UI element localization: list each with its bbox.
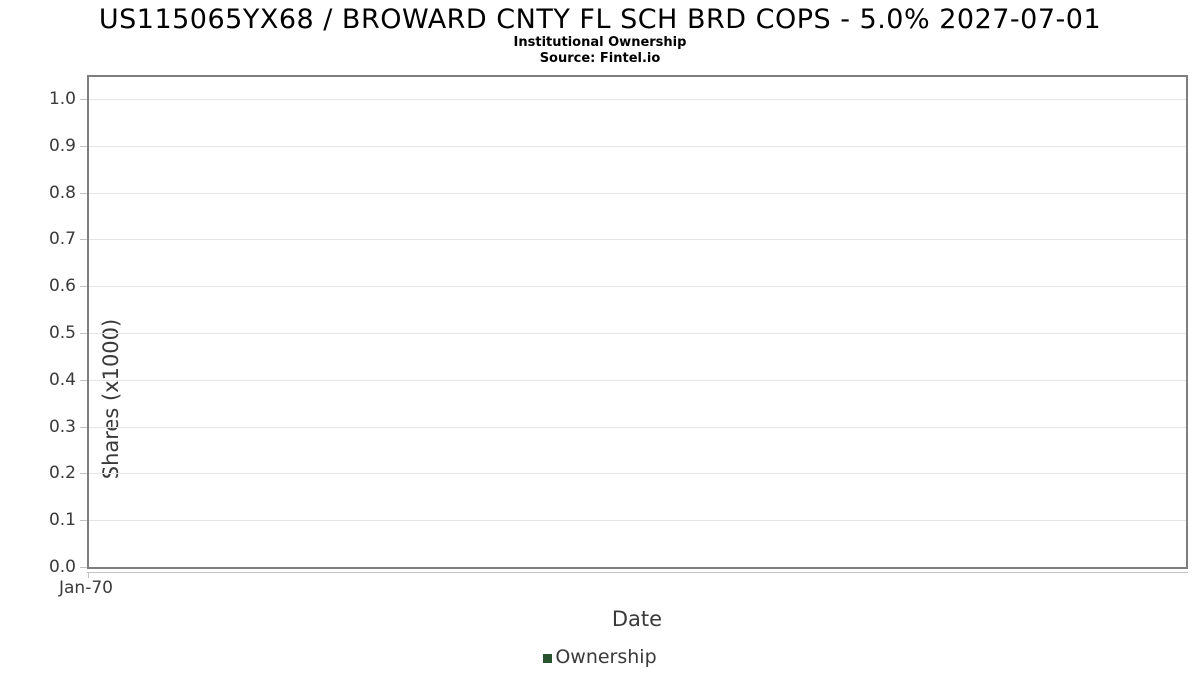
y-tick-label: 0.8	[48, 183, 76, 203]
y-gridline	[89, 286, 1186, 287]
y-gridline	[89, 333, 1186, 334]
y-tick-label: 0.6	[48, 276, 76, 296]
legend-marker-square-icon	[543, 653, 553, 663]
plot-border-top	[87, 75, 1188, 77]
plot-border-bottom	[87, 567, 1188, 569]
y-tick-mark	[80, 567, 87, 568]
y-tick-mark	[80, 427, 87, 428]
y-tick-mark	[80, 99, 87, 100]
legend: Ownership	[0, 646, 1200, 668]
y-tick-mark	[80, 380, 87, 381]
chart-source-credit: Source: Fintel.io	[539, 51, 661, 66]
y-tick-label: 1.0	[48, 89, 76, 109]
y-axis-title: Shares (x1000)	[99, 318, 123, 480]
y-tick-label: 0.9	[48, 136, 76, 156]
x-tick-label: Jan-70	[59, 578, 113, 598]
y-tick-label: 0.0	[48, 557, 76, 577]
y-tick-mark	[80, 520, 87, 521]
x-tick-mark	[88, 573, 89, 578]
y-tick-mark	[80, 333, 87, 334]
y-tick-label: 0.2	[48, 463, 76, 483]
y-tick-label: 0.4	[48, 370, 76, 390]
y-axis	[87, 75, 89, 569]
y-gridline	[89, 146, 1186, 147]
chart-title: US115065YX68 / BROWARD CNTY FL SCH BRD C…	[98, 4, 1102, 35]
y-tick-mark	[80, 473, 87, 474]
y-tick-mark	[80, 146, 87, 147]
y-gridline	[89, 380, 1186, 381]
y-gridline	[89, 239, 1186, 240]
plot-border-right	[1186, 75, 1188, 569]
x-axis-title: Date	[611, 607, 663, 631]
legend-label: Ownership	[555, 646, 657, 668]
y-gridline	[89, 99, 1186, 100]
y-tick-mark	[80, 286, 87, 287]
y-gridline	[89, 473, 1186, 474]
y-tick-mark	[80, 239, 87, 240]
plot-area: Shares (x1000) 0.0 0.1 0.2 0.3 0.4 0.5 0.6 0.7 0…	[49, 75, 1188, 598]
y-gridline	[89, 193, 1186, 194]
y-gridline	[89, 520, 1186, 521]
x-axis-line	[87, 572, 1188, 573]
y-tick-mark	[80, 193, 87, 194]
y-tick-label: 0.3	[48, 417, 76, 437]
chart-subtitle: Institutional Ownership	[513, 35, 687, 50]
y-tick-label: 0.7	[48, 229, 76, 249]
y-tick-label: 0.5	[48, 323, 76, 343]
y-gridline	[89, 427, 1186, 428]
y-tick-label: 0.1	[48, 510, 76, 530]
